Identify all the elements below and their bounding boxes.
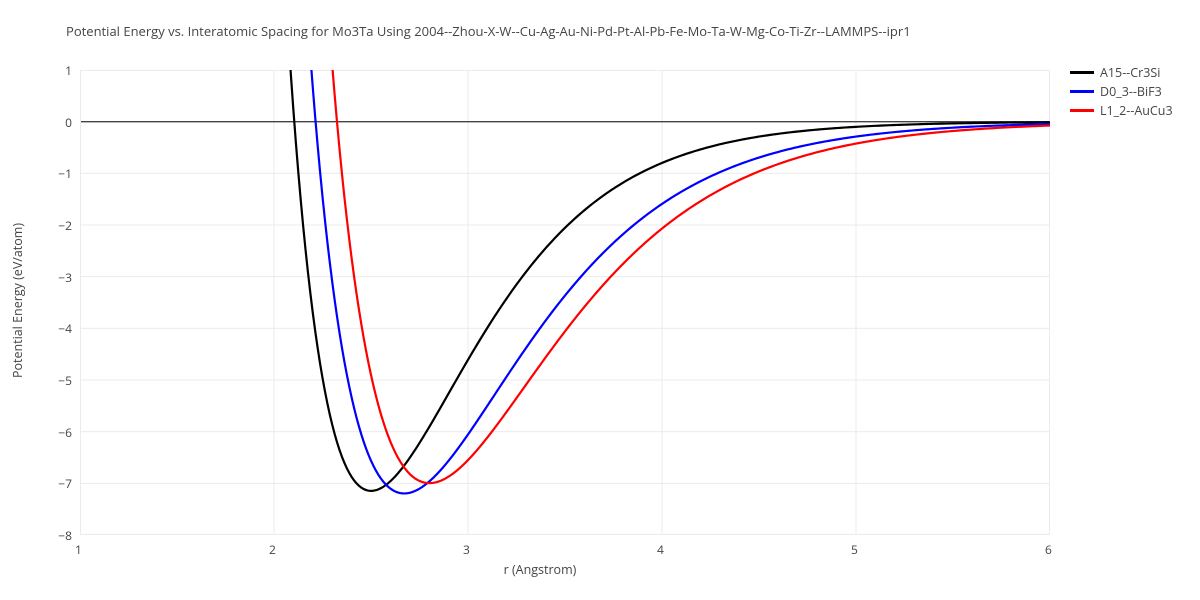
x-tick-label: 3 <box>463 541 470 558</box>
y-tick-label: −1 <box>58 165 72 182</box>
y-axis-label-container: Potential Energy (eV/atom) <box>10 0 26 600</box>
legend-swatch <box>1070 71 1094 73</box>
x-axis-label: r (Angstrom) <box>0 561 1140 578</box>
x-tick-label: 5 <box>851 541 858 558</box>
legend-swatch <box>1070 90 1094 92</box>
legend-item[interactable]: D0_3--BiF3 <box>1070 83 1173 100</box>
y-tick-label: 0 <box>65 114 72 131</box>
y-tick-label: −2 <box>58 217 72 234</box>
y-tick-label: −5 <box>58 372 72 389</box>
y-tick-label: 1 <box>65 62 72 79</box>
legend-swatch <box>1070 109 1094 111</box>
chart-container: Potential Energy vs. Interatomic Spacing… <box>0 0 1200 600</box>
series-line[interactable] <box>80 70 1050 493</box>
legend-label: A15--Cr3Si <box>1100 64 1160 81</box>
chart-title: Potential Energy vs. Interatomic Spacing… <box>66 22 911 40</box>
legend-item[interactable]: A15--Cr3Si <box>1070 64 1173 81</box>
y-tick-label: −7 <box>58 475 72 492</box>
y-tick-label: −6 <box>58 424 72 441</box>
legend[interactable]: A15--Cr3Si D0_3--BiF3 L1_2--AuCu3 <box>1070 64 1173 121</box>
x-tick-label: 6 <box>1045 541 1052 558</box>
plot-area <box>80 70 1050 535</box>
y-tick-label: −3 <box>58 269 72 286</box>
legend-label: L1_2--AuCu3 <box>1100 102 1173 119</box>
x-tick-label: 2 <box>269 541 276 558</box>
y-tick-label: −4 <box>58 320 72 337</box>
y-tick-label: −8 <box>58 527 72 544</box>
series-line[interactable] <box>80 70 1050 491</box>
y-axis-label: Potential Energy (eV/atom) <box>10 222 27 377</box>
legend-label: D0_3--BiF3 <box>1100 83 1162 100</box>
x-tick-label: 4 <box>657 541 664 558</box>
x-tick-label: 1 <box>75 541 82 558</box>
legend-item[interactable]: L1_2--AuCu3 <box>1070 102 1173 119</box>
